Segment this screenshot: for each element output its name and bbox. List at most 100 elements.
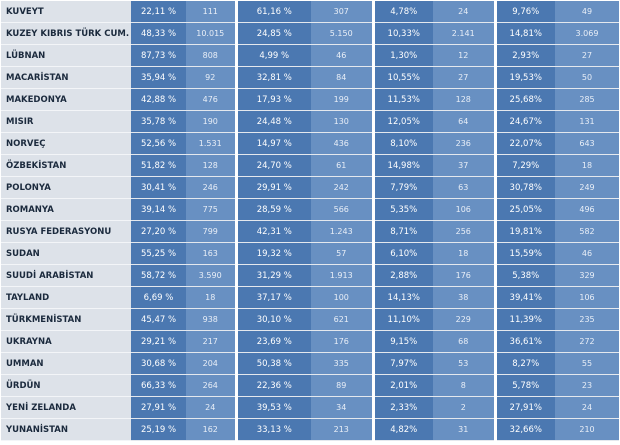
count-cell: 329 xyxy=(555,264,619,287)
percent-cell: 30,41 % xyxy=(131,176,186,199)
percent-cell: 8,10% xyxy=(371,132,433,155)
table-row: RUSYA FEDERASYONU 27,20 % 799 42,31 % 1.243 8… xyxy=(1,220,619,243)
count-cell: 775 xyxy=(186,198,236,221)
percent-cell: 22,11 % xyxy=(131,1,186,23)
table-row: SUUDİ ARABİSTAN 58,72 % 3.590 31,29 % 1.913 2… xyxy=(1,264,619,287)
percent-cell: 7,79% xyxy=(371,176,433,199)
count-cell: 53 xyxy=(433,352,495,375)
count-cell: 621 xyxy=(311,308,373,331)
count-cell: 46 xyxy=(555,242,619,265)
count-cell: 130 xyxy=(311,110,373,133)
count-cell: 46 xyxy=(311,44,373,67)
percent-cell: 24,85 % xyxy=(234,22,311,45)
count-cell: 335 xyxy=(311,352,373,375)
table-row: MAKEDONYA 42,88 % 476 17,93 % 199 11,53% 128 25… xyxy=(1,88,619,111)
percent-cell: 52,56 % xyxy=(131,132,186,155)
table-row: YENİ ZELANDA 27,91 % 24 39,53 % 34 2,33% 2 27,9… xyxy=(1,396,619,419)
country-name: TAYLAND xyxy=(1,286,131,309)
percent-cell: 7,97% xyxy=(371,352,433,375)
count-cell: 236 xyxy=(433,132,495,155)
count-cell: 1.913 xyxy=(311,264,373,287)
percent-cell: 27,91% xyxy=(493,396,555,419)
country-name: TÜRKMENİSTAN xyxy=(1,308,131,331)
percent-cell: 22,07% xyxy=(493,132,555,155)
percent-cell: 15,59% xyxy=(493,242,555,265)
table-row: MACARİSTAN 35,94 % 92 32,81 % 84 10,55% 27 19,5… xyxy=(1,66,619,89)
count-cell: 49 xyxy=(555,1,619,23)
count-cell: 24 xyxy=(555,396,619,419)
percent-cell: 29,91 % xyxy=(234,176,311,199)
count-cell: 89 xyxy=(311,374,373,397)
count-cell: 272 xyxy=(555,330,619,353)
percent-cell: 19,81% xyxy=(493,220,555,243)
percent-cell: 11,53% xyxy=(371,88,433,111)
count-cell: 476 xyxy=(186,88,236,111)
table-row: KUVEYT 22,11 % 111 61,16 % 307 4,78% 24 9,76% 49 xyxy=(1,1,619,23)
percent-cell: 10,55% xyxy=(371,66,433,89)
count-cell: 31 xyxy=(433,418,495,441)
table-row: ÜRDÜN 66,33 % 264 22,36 % 89 2,01% 8 5,78% 23 xyxy=(1,374,619,397)
count-cell: 50 xyxy=(555,66,619,89)
count-cell: 199 xyxy=(311,88,373,111)
count-cell: 3.069 xyxy=(555,22,619,45)
count-cell: 100 xyxy=(311,286,373,309)
percent-cell: 11,10% xyxy=(371,308,433,331)
percent-cell: 30,78% xyxy=(493,176,555,199)
count-cell: 10.015 xyxy=(186,22,236,45)
count-cell: 84 xyxy=(311,66,373,89)
table-row: YUNANİSTAN 25,19 % 162 33,13 % 213 4,82% 31 32,… xyxy=(1,418,619,441)
count-cell: 23 xyxy=(555,374,619,397)
percent-cell: 4,78% xyxy=(371,1,433,23)
count-cell: 12 xyxy=(433,44,495,67)
table-row: SUDAN 55,25 % 163 19,32 % 57 6,10% 18 15,59% 46 xyxy=(1,242,619,265)
count-cell: 8 xyxy=(433,374,495,397)
percent-cell: 4,82% xyxy=(371,418,433,441)
country-name: LÜBNAN xyxy=(1,44,131,67)
percent-cell: 9,15% xyxy=(371,330,433,353)
count-cell: 61 xyxy=(311,154,373,177)
count-cell: 2.141 xyxy=(433,22,495,45)
table-row: NORVEÇ 52,56 % 1.531 14,97 % 436 8,10% 236 22,0… xyxy=(1,132,619,155)
count-cell: 808 xyxy=(186,44,236,67)
country-name: ÜRDÜN xyxy=(1,374,131,397)
count-cell: 176 xyxy=(311,330,373,353)
count-cell: 1.531 xyxy=(186,132,236,155)
count-cell: 2 xyxy=(433,396,495,419)
percent-cell: 2,88% xyxy=(371,264,433,287)
count-cell: 3.590 xyxy=(186,264,236,287)
percent-cell: 36,61% xyxy=(493,330,555,353)
percent-cell: 27,91 % xyxy=(131,396,186,419)
country-name: KUZEY KIBRIS TÜRK CUM. xyxy=(1,22,131,45)
count-cell: 204 xyxy=(186,352,236,375)
percent-cell: 14,97 % xyxy=(234,132,311,155)
count-cell: 18 xyxy=(186,286,236,309)
country-name: KUVEYT xyxy=(1,1,131,23)
percent-cell: 58,72 % xyxy=(131,264,186,287)
count-cell: 1.243 xyxy=(311,220,373,243)
count-cell: 436 xyxy=(311,132,373,155)
count-cell: 57 xyxy=(311,242,373,265)
percent-cell: 42,31 % xyxy=(234,220,311,243)
count-cell: 37 xyxy=(433,154,495,177)
count-cell: 566 xyxy=(311,198,373,221)
percent-cell: 24,48 % xyxy=(234,110,311,133)
percent-cell: 48,33 % xyxy=(131,22,186,45)
percent-cell: 39,41% xyxy=(493,286,555,309)
percent-cell: 4,99 % xyxy=(234,44,311,67)
count-cell: 18 xyxy=(433,242,495,265)
count-cell: 582 xyxy=(555,220,619,243)
count-cell: 128 xyxy=(186,154,236,177)
percent-cell: 66,33 % xyxy=(131,374,186,397)
percent-cell: 11,39% xyxy=(493,308,555,331)
percent-cell: 35,78 % xyxy=(131,110,186,133)
percent-cell: 19,53% xyxy=(493,66,555,89)
count-cell: 176 xyxy=(433,264,495,287)
percent-cell: 22,36 % xyxy=(234,374,311,397)
percent-cell: 30,10 % xyxy=(234,308,311,331)
count-cell: 106 xyxy=(555,286,619,309)
table-row: KUZEY KIBRIS TÜRK CUM. 48,33 % 10.015 24,85… xyxy=(1,22,619,45)
country-name: UKRAYNA xyxy=(1,330,131,353)
percent-cell: 42,88 % xyxy=(131,88,186,111)
